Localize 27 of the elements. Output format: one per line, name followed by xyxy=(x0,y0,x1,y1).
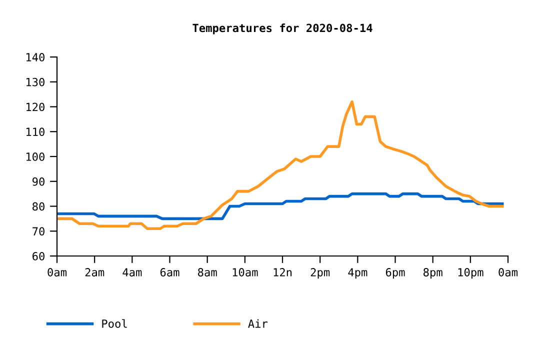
y-tick-label: 120 xyxy=(26,102,44,112)
x-tick-label: 6pm xyxy=(386,268,405,279)
y-tick-label: 140 xyxy=(26,53,44,62)
x-tick-label: 8am xyxy=(198,268,217,276)
y-tick-label: 100 xyxy=(26,152,44,161)
y-tick-label: 90 xyxy=(32,177,44,186)
y-tick-label: 80 xyxy=(32,202,44,211)
chart-title: Temperatures for 2020-08-14 xyxy=(192,24,372,34)
legend-label: Air xyxy=(248,319,268,328)
x-tick-label: 10am xyxy=(232,268,258,276)
legend-label: Pool xyxy=(102,319,127,328)
x-tick-label: 10pm xyxy=(458,268,484,279)
y-tick-label: 70 xyxy=(32,227,44,236)
y-tick-label: 60 xyxy=(32,252,44,260)
line-series xyxy=(57,192,504,220)
line-series xyxy=(57,100,504,230)
x-tick-label: 4am xyxy=(122,268,142,276)
y-tick-label: 110 xyxy=(26,128,44,136)
x-tick-label: 4pm xyxy=(348,268,368,279)
x-tick-label: 0am xyxy=(48,268,67,276)
x-tick-label: 0am xyxy=(498,268,518,276)
x-tick-label: 8pm xyxy=(424,268,442,279)
x-tick-label: 6am xyxy=(160,268,180,276)
x-tick-label: 2pm xyxy=(310,268,330,279)
x-tick-label: 12n xyxy=(274,268,292,276)
y-tick-label: 130 xyxy=(26,78,44,86)
x-tick-label: 2am xyxy=(85,268,104,276)
